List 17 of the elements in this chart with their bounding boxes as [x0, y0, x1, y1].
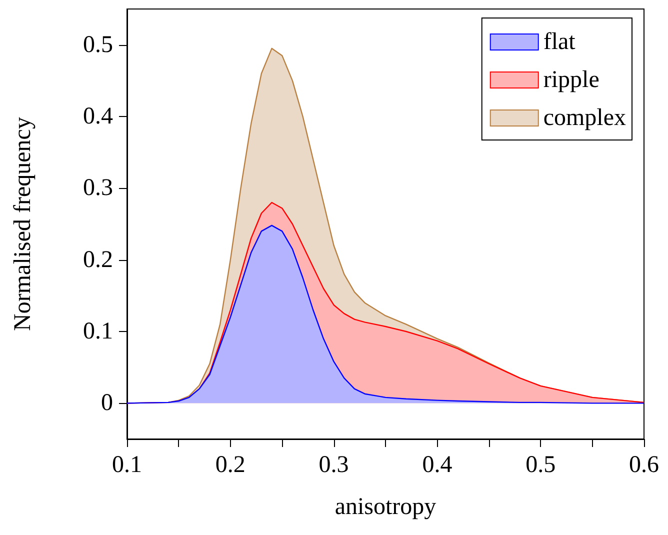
x-tick-label: 0.6	[629, 452, 659, 478]
x-axis-title: anisotropy	[334, 494, 436, 520]
legend-label: flat	[543, 29, 576, 55]
x-tick-label: 0.5	[526, 452, 556, 478]
x-tick-label: 0.2	[215, 452, 246, 478]
y-axis-title: Normalised frequency	[10, 117, 36, 331]
x-tick-label: 0.1	[112, 452, 142, 478]
y-tick-label: 0.4	[83, 104, 113, 130]
x-tick-label: 0.3	[318, 452, 349, 478]
y-tick-label: 0.1	[83, 318, 113, 344]
legend-label: ripple	[543, 67, 600, 93]
x-tick-label: 0.4	[422, 452, 452, 478]
y-tick-label: 0	[101, 390, 113, 416]
y-tick-label: 0.5	[83, 32, 113, 58]
legend-label: complex	[543, 105, 626, 131]
y-tick-label: 0.3	[83, 175, 113, 202]
y-tick-label: 0.2	[83, 246, 113, 273]
